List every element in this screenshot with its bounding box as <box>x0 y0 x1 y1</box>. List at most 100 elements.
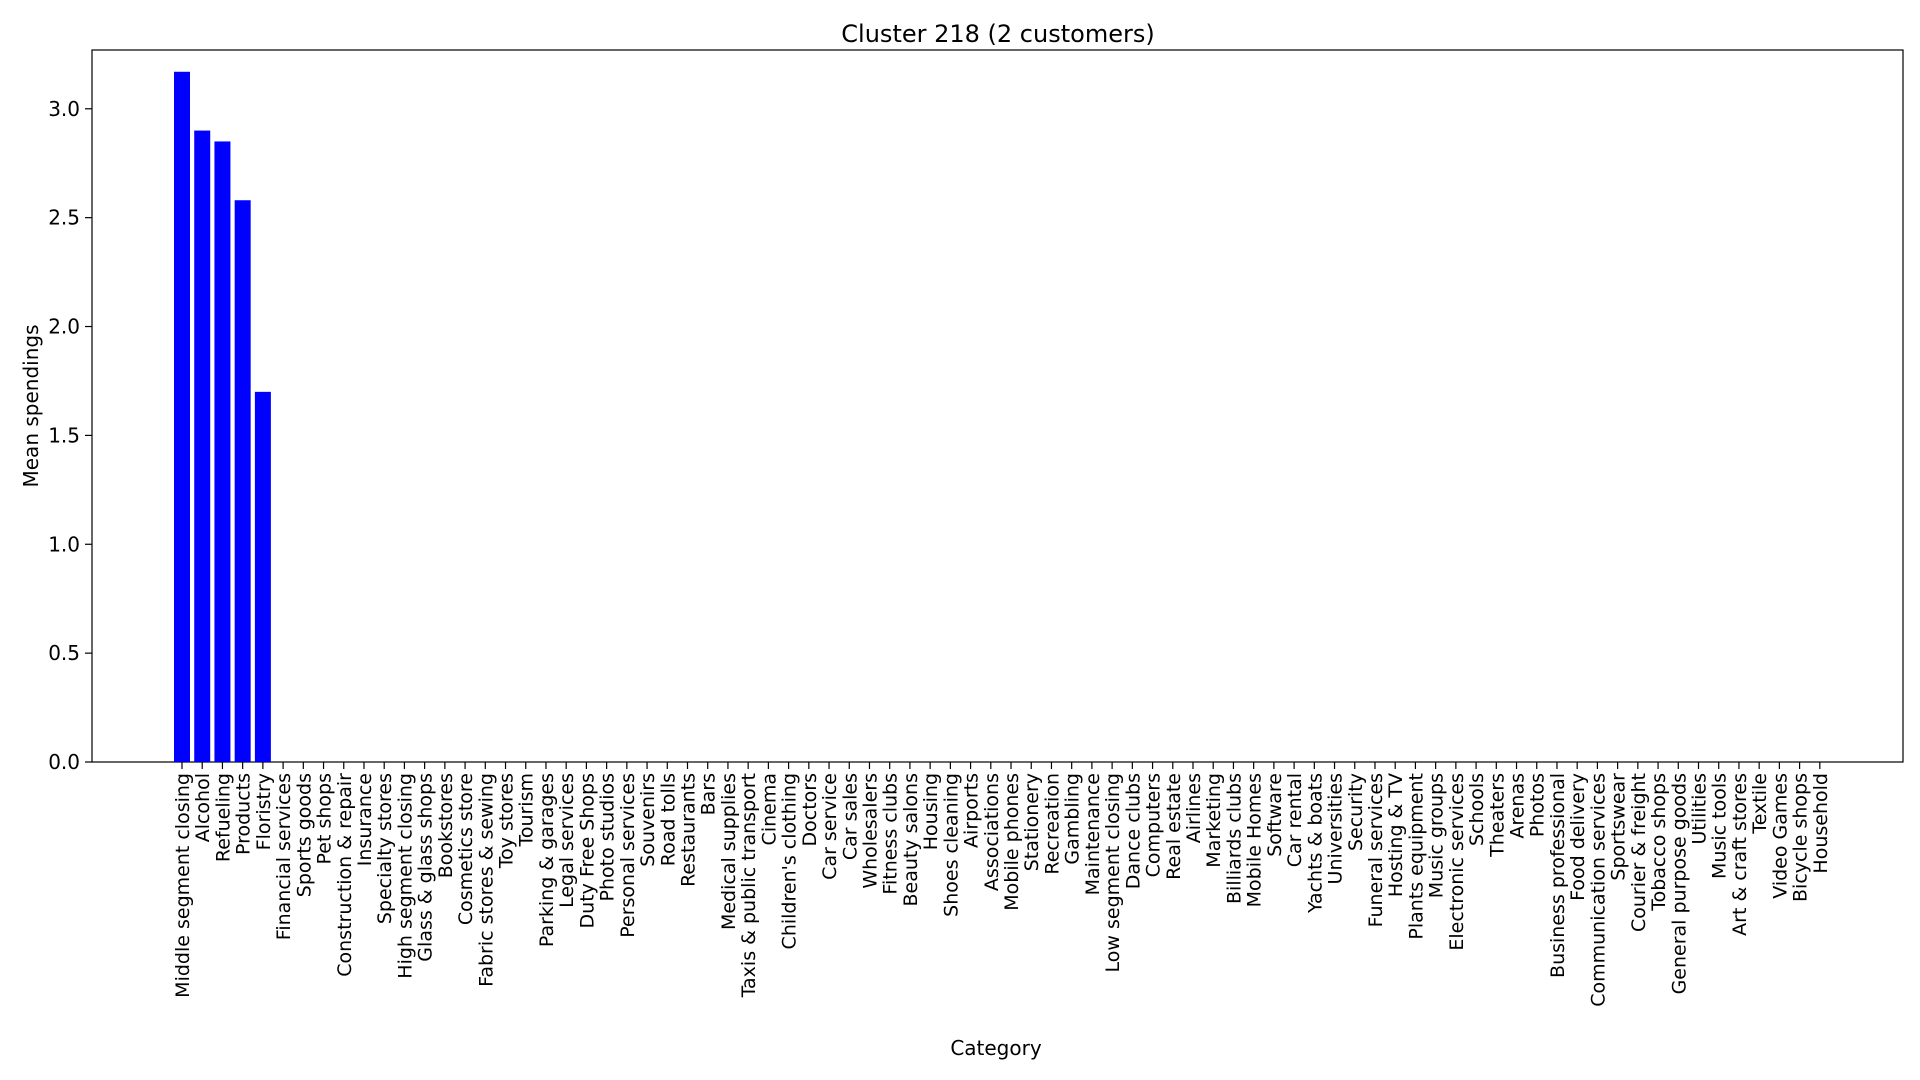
x-tick-label: Photo studios <box>597 773 619 902</box>
x-tick-label: Funeral services <box>1365 773 1387 927</box>
x-tick-label: Schools <box>1466 773 1488 846</box>
x-tick-label: Courier & freight <box>1628 773 1650 932</box>
x-tick-label: Communication services <box>1587 773 1609 1007</box>
y-tick-label: 2.5 <box>48 206 80 230</box>
x-tick-label: Construction & repair <box>334 773 356 977</box>
x-tick-label: General purpose goods <box>1668 773 1690 994</box>
x-tick-label: Yachts & boats <box>1304 773 1326 914</box>
x-axis: Middle segment closingAlcoholRefuelingPr… <box>172 762 1832 1007</box>
x-tick-label: Photos <box>1527 773 1549 837</box>
x-axis-label: Category <box>950 1036 1042 1060</box>
x-tick-label: Doctors <box>799 773 821 847</box>
x-tick-label: High segment closing <box>394 773 416 979</box>
x-tick-label: Dance clubs <box>1122 773 1144 889</box>
x-tick-label: Shoes cleaning <box>940 773 962 917</box>
x-tick-label: Middle segment closing <box>172 773 194 998</box>
x-tick-label: Housing <box>920 773 942 850</box>
x-tick-label: Video Games <box>1769 773 1791 899</box>
x-tick-label: Children's clothing <box>779 773 801 949</box>
x-tick-label: Real estate <box>1163 773 1185 880</box>
x-tick-label: Mobile Homes <box>1244 773 1266 907</box>
x-tick-label: Electronic services <box>1446 773 1468 951</box>
y-tick-label: 1.0 <box>48 532 80 556</box>
x-tick-label: Floristry <box>253 773 275 850</box>
bar-series <box>174 71 271 763</box>
bar <box>174 71 190 763</box>
y-axis: 0.0 0.5 1.0 1.5 2.0 2.5 3.0 <box>48 97 92 774</box>
x-tick-label: Personal services <box>617 773 639 938</box>
x-tick-label: Arenas <box>1507 773 1529 839</box>
y-axis-label: Mean spendings <box>19 325 43 488</box>
x-tick-label: Gambling <box>1062 773 1084 865</box>
x-tick-label: Car rental <box>1284 773 1306 867</box>
x-tick-label: Bicycle shops <box>1790 773 1812 902</box>
y-tick-label: 1.5 <box>48 423 80 447</box>
x-tick-label: Low segment closing <box>1102 773 1124 972</box>
x-tick-label: Specialty stores <box>374 773 396 924</box>
x-tick-label: Mobile phones <box>1001 773 1023 911</box>
x-tick-label: Legal services <box>556 773 578 908</box>
x-tick-label: Stationery <box>1021 773 1043 871</box>
x-tick-label: Universities <box>1325 773 1347 884</box>
chart-title: Cluster 218 (2 customers) <box>841 20 1154 48</box>
y-tick-label: 0.5 <box>48 641 80 665</box>
x-tick-label: Glass & glass shops <box>415 773 437 962</box>
x-tick-label: Utilities <box>1689 773 1711 845</box>
x-tick-label: Computers <box>1143 773 1165 877</box>
x-tick-label: Marketing <box>1203 773 1225 868</box>
x-tick-label: Business professional <box>1547 773 1569 978</box>
x-tick-label: Tobacco shops <box>1648 773 1670 912</box>
x-tick-label: Medical supplies <box>718 773 740 930</box>
x-tick-label: Recreation <box>1041 773 1063 875</box>
y-tick-label: 3.0 <box>48 97 80 121</box>
x-tick-label: Refueling <box>212 773 234 862</box>
x-tick-label: Theaters <box>1486 773 1508 858</box>
x-tick-label: Sportswear <box>1608 773 1630 881</box>
x-tick-label: Car service <box>819 773 841 880</box>
bar <box>214 141 231 763</box>
x-tick-label: Airlines <box>1183 773 1205 843</box>
x-tick-label: Cinema <box>758 773 780 845</box>
x-tick-label: Taxis & public transport <box>738 773 760 998</box>
x-tick-label: Insurance <box>354 773 376 866</box>
x-tick-label: Maintenance <box>1082 773 1104 895</box>
x-tick-label: Cosmetics store <box>455 773 477 925</box>
x-tick-label: Art & craft stores <box>1729 773 1751 936</box>
x-tick-label: Duty Free Shops <box>576 773 598 928</box>
x-tick-label: Bars <box>698 773 720 815</box>
x-tick-label: Road tolls <box>657 773 679 866</box>
x-tick-label: Hosting & TV <box>1385 773 1407 897</box>
x-tick-label: Associations <box>981 773 1003 891</box>
x-tick-label: Parking & garages <box>536 773 558 947</box>
x-tick-label: Souvenirs <box>637 773 659 867</box>
x-tick-label: Toy stores <box>496 773 518 869</box>
x-tick-label: Sports goods <box>293 773 315 897</box>
x-tick-label: Tourism <box>516 773 538 848</box>
x-tick-label: Music tools <box>1709 773 1731 879</box>
x-tick-label: Food delivery <box>1567 773 1589 901</box>
plot-frame <box>91 49 1904 763</box>
y-tick-label: 2.0 <box>48 315 80 339</box>
bar <box>254 391 271 762</box>
bar <box>234 200 251 762</box>
x-tick-label: Textile <box>1749 773 1771 835</box>
x-tick-label: Products <box>233 773 255 855</box>
y-tick-label: 0.0 <box>48 750 80 774</box>
x-tick-label: Financial services <box>273 773 295 940</box>
x-tick-label: Airports <box>961 773 983 848</box>
x-tick-label: Beauty salons <box>900 773 922 907</box>
x-tick-label: Alcohol <box>192 773 214 842</box>
x-tick-label: Fabric stores & sewing <box>475 773 497 987</box>
x-tick-label: Plants equipment <box>1405 773 1427 940</box>
x-tick-label: Wholesalers <box>859 773 881 889</box>
x-tick-label: Billiards clubs <box>1223 773 1245 904</box>
x-tick-label: Security <box>1345 773 1367 851</box>
x-tick-label: Bookstores <box>435 773 457 878</box>
x-tick-label: Restaurants <box>678 773 700 887</box>
x-tick-label: Music groups <box>1426 773 1448 898</box>
x-tick-label: Car sales <box>839 773 861 860</box>
x-tick-label: Software <box>1264 773 1286 857</box>
x-tick-label: Household <box>1810 773 1832 874</box>
x-tick-label: Pet shops <box>314 773 336 864</box>
